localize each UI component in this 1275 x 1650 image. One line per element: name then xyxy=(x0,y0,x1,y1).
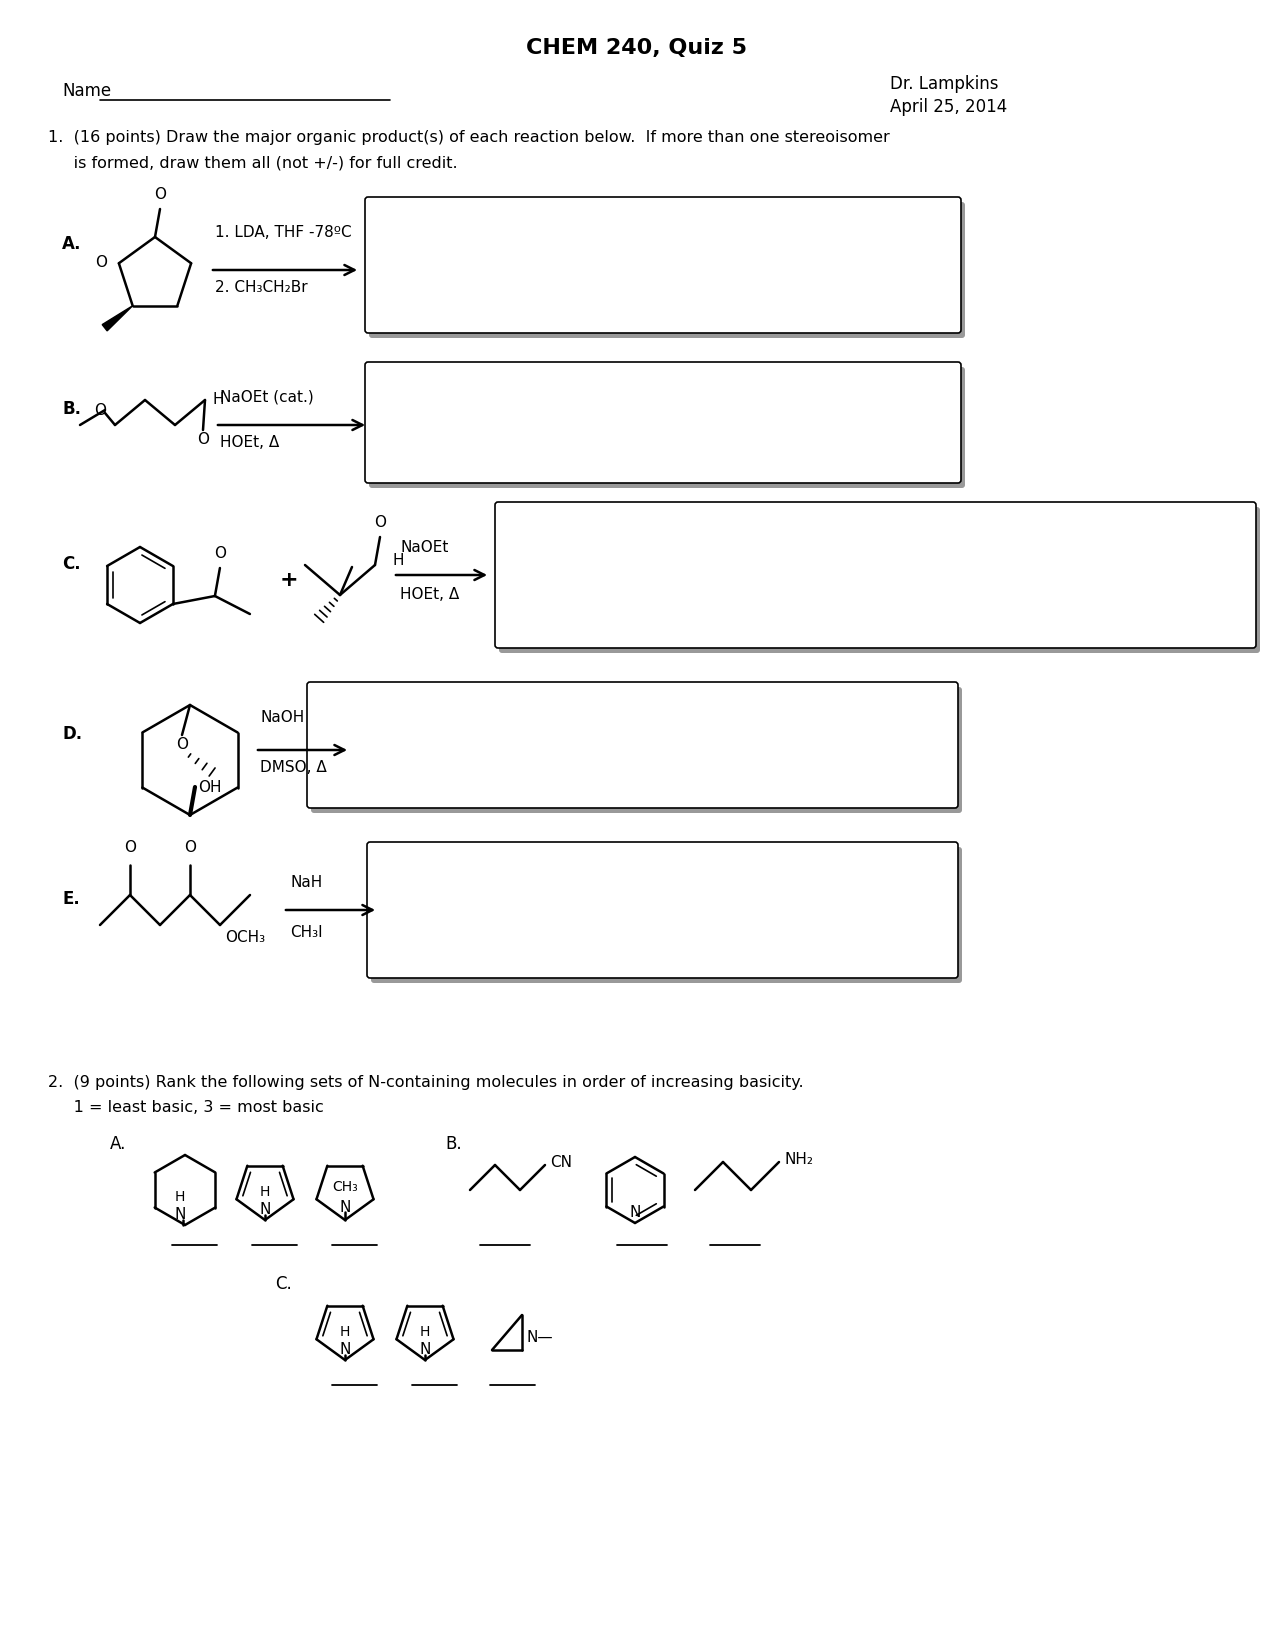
FancyBboxPatch shape xyxy=(307,681,958,808)
Text: E.: E. xyxy=(62,889,80,908)
Text: A.: A. xyxy=(110,1135,126,1153)
Text: CN: CN xyxy=(550,1155,572,1170)
Text: April 25, 2014: April 25, 2014 xyxy=(890,97,1007,116)
Text: O: O xyxy=(374,515,386,530)
Text: 1.  (16 points) Draw the major organic product(s) of each reaction below.  If mo: 1. (16 points) Draw the major organic pr… xyxy=(48,130,890,145)
Text: NaOEt (cat.): NaOEt (cat.) xyxy=(221,389,314,404)
FancyBboxPatch shape xyxy=(367,842,958,978)
Text: H: H xyxy=(213,393,224,408)
Text: 2. CH₃CH₂Br: 2. CH₃CH₂Br xyxy=(215,280,307,295)
FancyBboxPatch shape xyxy=(368,366,965,488)
FancyBboxPatch shape xyxy=(365,361,961,483)
Text: OCH₃: OCH₃ xyxy=(224,931,265,945)
Text: NaOH: NaOH xyxy=(260,710,305,724)
Text: NaH: NaH xyxy=(289,874,323,889)
Text: Dr. Lampkins: Dr. Lampkins xyxy=(890,74,998,92)
Text: 2.  (9 points) Rank the following sets of N-containing molecules in order of inc: 2. (9 points) Rank the following sets of… xyxy=(48,1076,803,1091)
Text: O: O xyxy=(124,840,136,855)
Text: N—: N— xyxy=(527,1330,553,1345)
Text: HOEt, Δ: HOEt, Δ xyxy=(221,436,279,450)
Text: D.: D. xyxy=(62,724,82,742)
Text: N: N xyxy=(419,1341,431,1356)
Text: OH: OH xyxy=(198,780,222,795)
Text: DMSO, Δ: DMSO, Δ xyxy=(260,761,326,776)
Text: N: N xyxy=(630,1204,640,1219)
Text: O: O xyxy=(198,432,209,447)
Text: O: O xyxy=(184,840,196,855)
Text: N: N xyxy=(339,1200,351,1214)
Text: CH₃I: CH₃I xyxy=(289,926,323,940)
FancyBboxPatch shape xyxy=(311,686,963,813)
Text: B.: B. xyxy=(62,399,82,417)
Polygon shape xyxy=(102,305,133,332)
Text: B.: B. xyxy=(445,1135,462,1153)
Text: NH₂: NH₂ xyxy=(784,1152,813,1167)
Text: O: O xyxy=(94,256,107,271)
FancyBboxPatch shape xyxy=(499,507,1260,653)
Text: NaOEt: NaOEt xyxy=(400,540,449,554)
Text: CHEM 240, Quiz 5: CHEM 240, Quiz 5 xyxy=(527,38,747,58)
Text: 1 = least basic, 3 = most basic: 1 = least basic, 3 = most basic xyxy=(48,1101,324,1115)
Text: +: + xyxy=(280,569,298,591)
FancyBboxPatch shape xyxy=(368,201,965,338)
Text: C.: C. xyxy=(275,1275,292,1294)
Text: H: H xyxy=(340,1325,351,1340)
Text: A.: A. xyxy=(62,234,82,252)
Text: C.: C. xyxy=(62,554,80,573)
Text: Name: Name xyxy=(62,82,111,101)
Text: O: O xyxy=(94,403,106,417)
Text: HOEt, Δ: HOEt, Δ xyxy=(400,587,459,602)
Text: O: O xyxy=(176,738,187,752)
Text: N: N xyxy=(259,1201,270,1218)
Text: H: H xyxy=(175,1190,185,1204)
Text: N: N xyxy=(175,1208,186,1223)
Text: O: O xyxy=(214,546,226,561)
FancyBboxPatch shape xyxy=(371,846,963,983)
FancyBboxPatch shape xyxy=(495,502,1256,648)
Text: 1. LDA, THF -78ºC: 1. LDA, THF -78ºC xyxy=(215,224,352,239)
Text: H: H xyxy=(393,553,404,568)
Text: H: H xyxy=(419,1325,430,1340)
Text: is formed, draw them all (not +/-) for full credit.: is formed, draw them all (not +/-) for f… xyxy=(48,155,458,170)
Text: N: N xyxy=(339,1341,351,1356)
Text: O: O xyxy=(154,186,166,201)
FancyBboxPatch shape xyxy=(365,196,961,333)
Text: H: H xyxy=(260,1185,270,1200)
Text: CH₃: CH₃ xyxy=(332,1180,358,1195)
